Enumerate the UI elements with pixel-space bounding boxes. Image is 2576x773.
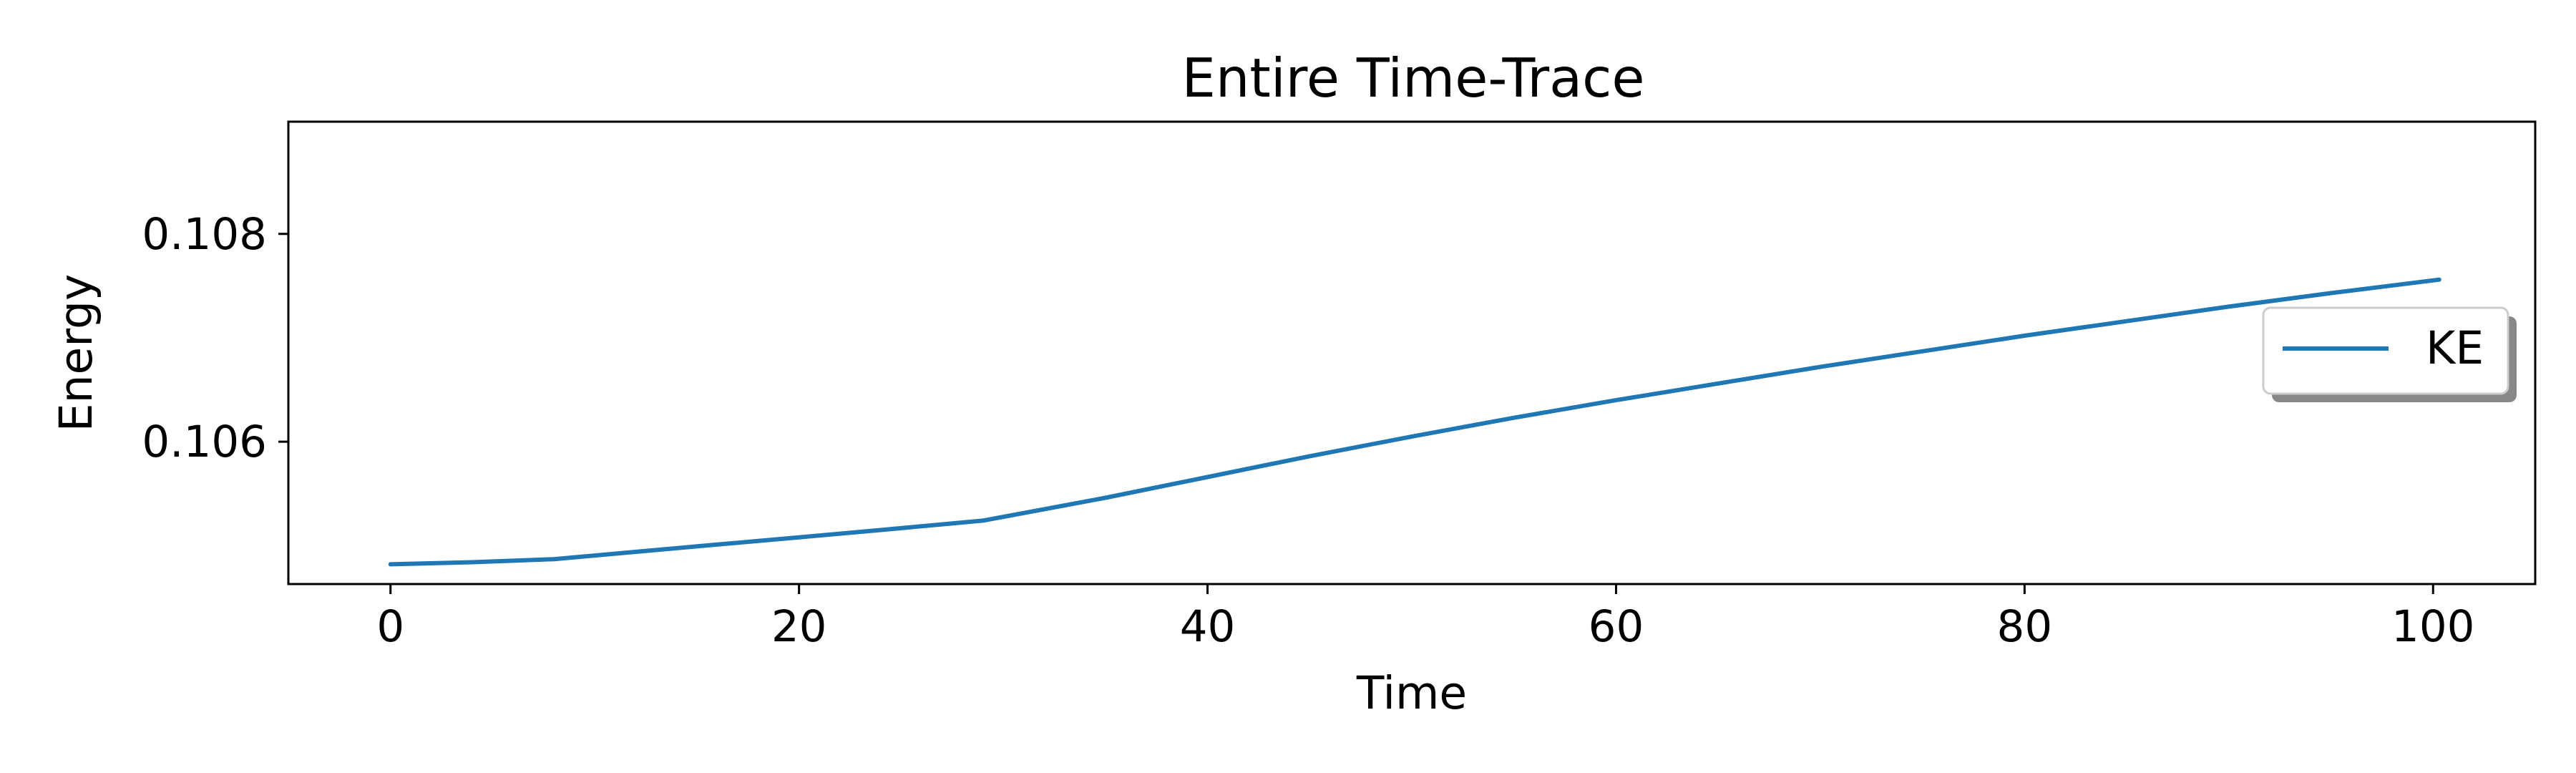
x-tick-label: 40: [1180, 601, 1236, 652]
y-axis-title: Energy: [50, 274, 102, 432]
x-tick-label: 100: [2391, 601, 2474, 652]
chart-title: Entire Time-Trace: [1181, 47, 1644, 110]
y-tick-label: 0.106: [142, 417, 267, 467]
x-tick-label: 80: [1997, 601, 2053, 652]
legend: KE: [2262, 306, 2517, 402]
x-tick-label: 20: [771, 601, 827, 652]
x-axis-title: Time: [1356, 667, 1467, 719]
x-tick-label: 0: [376, 601, 404, 652]
y-axis-ticks: 0.106 0.108: [142, 209, 288, 467]
plot-frame: [287, 120, 2537, 585]
series-line-ke: [388, 277, 2441, 567]
y-tick-label: 0.108: [142, 209, 267, 260]
x-axis-ticks: 0 20 40 60 80 100: [376, 584, 2474, 652]
x-tick-label: 60: [1589, 601, 1644, 652]
legend-label-ke: KE: [2426, 322, 2484, 374]
plot-layer: [388, 277, 2441, 567]
